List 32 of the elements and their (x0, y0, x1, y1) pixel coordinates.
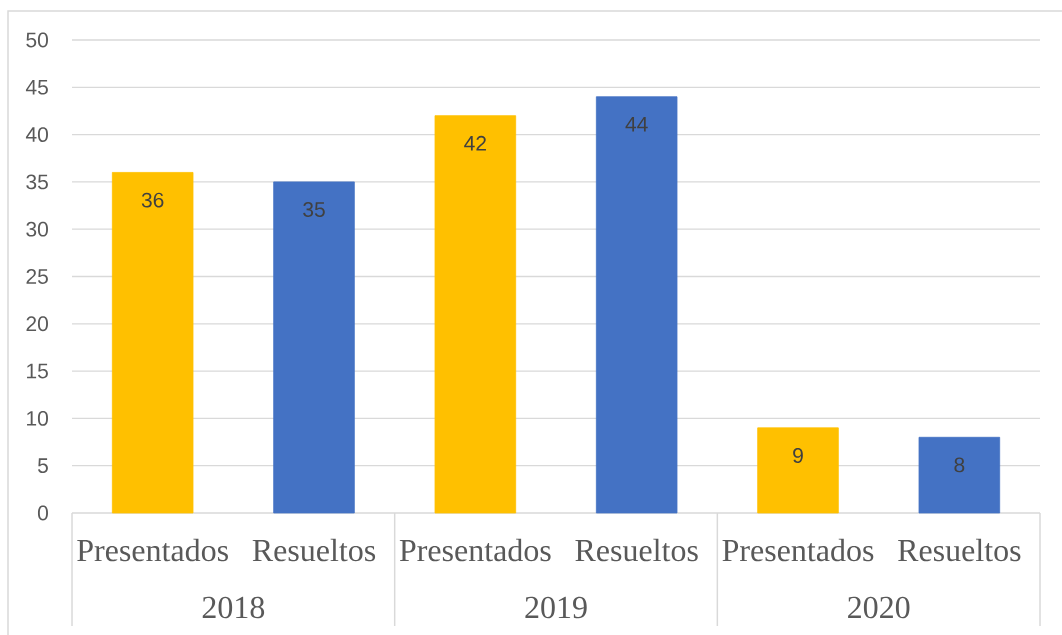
y-tick-label: 15 (27, 363, 48, 379)
y-tick-label: 50 (26, 32, 48, 48)
text: Presentados (722, 538, 874, 562)
y-tick-label: 35 (26, 174, 48, 190)
y-tick-label: 30 (26, 221, 48, 237)
x-tick-label: 2018 (202, 596, 265, 619)
data-label: 8 (954, 457, 965, 473)
y-tick-label: 10 (27, 410, 48, 426)
bar (595, 96, 678, 514)
data-label: 35 (303, 202, 325, 217)
bar (918, 436, 1001, 514)
text: Resueltos (252, 538, 376, 562)
text: Resueltos (898, 538, 1021, 562)
series-label: Resueltos (575, 538, 698, 562)
bar (273, 181, 355, 514)
y-tick-label: 5 (37, 458, 48, 474)
x-tick-label: 2019 (525, 596, 587, 619)
y-tick-label: 40 (25, 127, 48, 143)
bar (111, 172, 194, 514)
data-label: 36 (141, 192, 164, 208)
bar (757, 427, 839, 514)
bar (434, 115, 517, 514)
y-tick-label: 25 (26, 269, 48, 284)
y-tick-label: 45 (25, 79, 48, 95)
text: Presentados (399, 538, 551, 562)
y-tick-label: 20 (26, 316, 48, 332)
data-label: 42 (464, 135, 486, 151)
data-label: 44 (625, 116, 648, 132)
series-label: Presentados (77, 538, 228, 562)
y-tick-label: 0 (37, 505, 48, 521)
x-tick-label: 2020 (848, 596, 910, 619)
data-label: 9 (793, 448, 803, 463)
